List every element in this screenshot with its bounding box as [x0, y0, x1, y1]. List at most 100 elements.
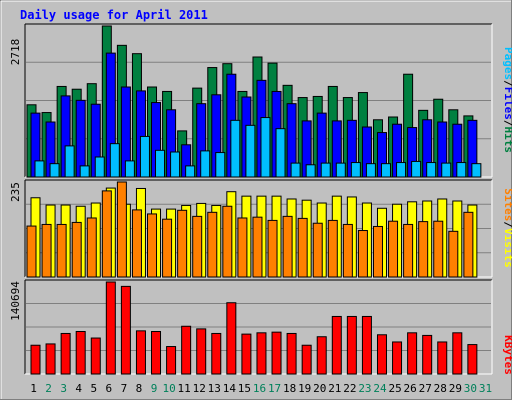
bar-kbytes-day-3: [60, 332, 71, 375]
day-label: 27: [419, 382, 432, 395]
bar-kbytes-day-7: [120, 285, 131, 375]
bar-sites-day-14: [222, 205, 233, 278]
bar-pages-day-8: [139, 135, 150, 178]
bar-sites-day-5: [86, 217, 97, 278]
bar-sites-day-8: [131, 209, 142, 278]
day-label: 22: [343, 382, 356, 395]
bar-sites-day-18: [282, 215, 293, 278]
day-label: 2: [45, 382, 52, 395]
legend-sites-visits: Sites/Visits: [502, 188, 512, 268]
bar-pages-day-1: [34, 160, 45, 178]
bar-pages-day-2: [49, 163, 60, 178]
bar-kbytes-day-1: [30, 344, 41, 375]
bar-sites-day-17: [267, 219, 278, 278]
legend-pages-files-hits: Pages/Files/Hits: [502, 47, 512, 153]
bar-pages-day-6: [109, 143, 120, 178]
legend-sep-1: /: [502, 80, 512, 87]
bar-kbytes-day-27: [422, 334, 433, 375]
bar-kbytes-day-30: [467, 344, 478, 375]
bar-sites-day-7: [116, 181, 127, 278]
day-label: 20: [313, 382, 326, 395]
bar-kbytes-day-21: [331, 315, 342, 375]
day-label: 31: [479, 382, 492, 395]
legend-sep-2: /: [502, 120, 512, 127]
bar-sites-day-1: [26, 225, 37, 278]
bar-sites-day-3: [56, 223, 67, 278]
bar-kbytes-day-4: [75, 330, 86, 375]
day-label: 23: [358, 382, 371, 395]
bar-sites-day-10: [162, 218, 173, 278]
bar-sites-day-20: [312, 222, 323, 278]
bar-sites-day-25: [388, 220, 399, 278]
day-label: 12: [193, 382, 206, 395]
day-label: 17: [268, 382, 281, 395]
ymax-label-kbytes: 140694: [9, 281, 22, 321]
bar-kbytes-day-29: [452, 332, 463, 375]
bar-sites-day-16: [252, 216, 263, 278]
bar-kbytes-day-23: [361, 315, 372, 375]
bar-kbytes-day-20: [316, 336, 327, 375]
bar-pages-day-19: [305, 164, 316, 178]
bar-sites-day-30: [463, 211, 474, 278]
day-label: 5: [90, 382, 97, 395]
day-label: 13: [208, 382, 221, 395]
legend-visits: Visits: [502, 228, 512, 268]
bar-kbytes-day-8: [135, 330, 146, 375]
bar-pages-day-12: [200, 150, 211, 178]
bar-pages-day-30: [471, 163, 482, 178]
bar-kbytes-day-5: [90, 337, 101, 375]
bar-pages-day-26: [411, 160, 422, 178]
day-label: 4: [75, 382, 82, 395]
bar-pages-day-22: [350, 162, 361, 178]
panel-pages-files-hits: [24, 23, 493, 178]
bar-kbytes-day-11: [181, 325, 192, 375]
bar-kbytes-day-10: [166, 346, 177, 375]
legend-hits: Hits: [502, 127, 512, 154]
bar-kbytes-day-25: [392, 341, 403, 375]
day-label: 18: [283, 382, 296, 395]
bar-pages-day-14: [230, 119, 241, 178]
legend-sites: Sites: [502, 188, 512, 221]
day-labels: 1 2 3 4 5 6 7 8 9 10 11 12 13 14 15 16 17 18 19 20 21 22 23 24 2…: [30, 382, 492, 395]
panel-sites-visits: [24, 179, 493, 278]
day-label: 8: [136, 382, 143, 395]
bar-pages-day-25: [396, 162, 407, 178]
bar-sites-day-21: [327, 219, 338, 278]
day-label: 11: [178, 382, 191, 395]
bar-pages-day-5: [94, 156, 105, 178]
day-label: 10: [162, 382, 175, 395]
bar-sites-day-29: [448, 230, 459, 278]
bar-sites-day-13: [207, 211, 218, 278]
day-label: 30: [464, 382, 477, 395]
bar-kbytes-day-19: [301, 344, 312, 375]
bar-pages-day-3: [64, 145, 75, 178]
bar-sites-day-15: [237, 217, 248, 278]
bar-kbytes-day-15: [241, 333, 252, 375]
bar-pages-day-11: [185, 165, 196, 178]
bar-pages-day-29: [456, 162, 467, 178]
panel-kbytes: [24, 279, 493, 375]
day-label: 19: [298, 382, 311, 395]
bar-pages-day-21: [335, 162, 346, 178]
bar-sites-day-28: [433, 220, 444, 278]
bar-sites-day-26: [403, 223, 414, 278]
bar-sites-day-9: [147, 213, 158, 278]
day-label: 1: [30, 382, 37, 395]
bar-kbytes-day-9: [151, 330, 162, 375]
day-label: 24: [373, 382, 387, 395]
bar-pages-day-27: [426, 162, 437, 178]
day-label: 3: [60, 382, 67, 395]
bar-pages-day-13: [215, 152, 226, 178]
bar-pages-day-9: [155, 149, 166, 178]
bar-kbytes-day-6: [105, 281, 116, 375]
bar-sites-day-23: [357, 230, 368, 278]
legend-files: Files: [502, 87, 512, 120]
day-label: 16: [253, 382, 266, 395]
bar-pages-day-24: [380, 163, 391, 178]
bar-sites-day-4: [71, 221, 82, 278]
bar-kbytes-day-22: [346, 315, 357, 375]
day-label: 26: [404, 382, 417, 395]
day-label: 9: [151, 382, 158, 395]
bar-sites-day-12: [192, 215, 203, 278]
bar-pages-day-20: [320, 162, 331, 178]
